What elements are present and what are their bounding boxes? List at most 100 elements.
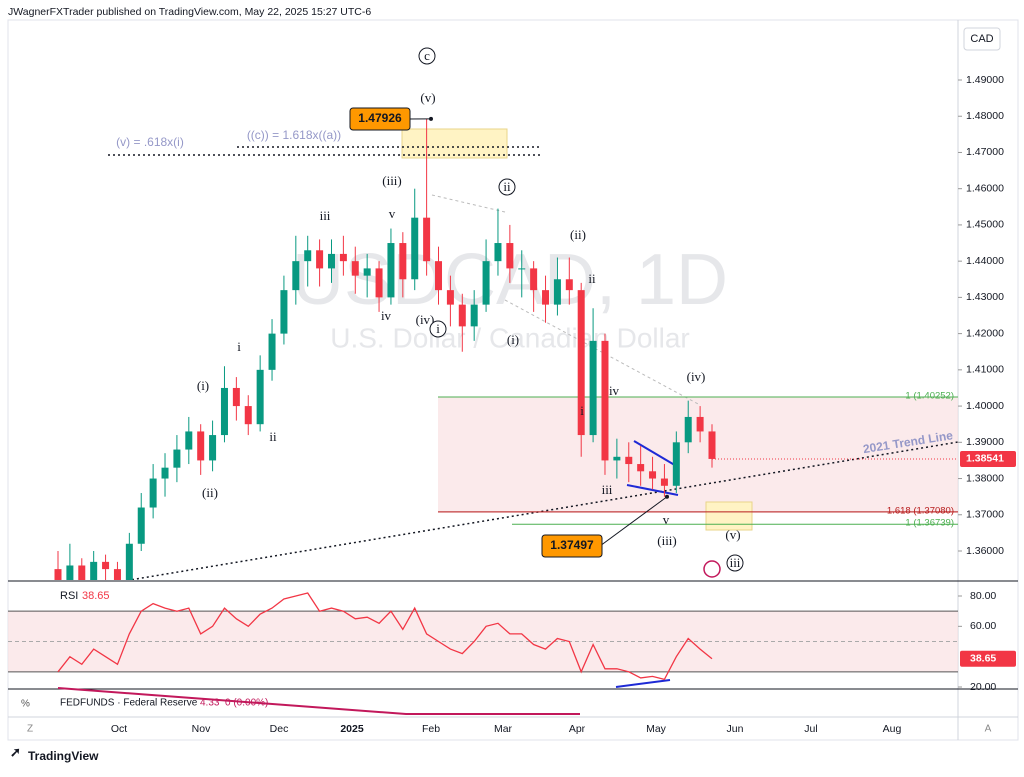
fedfunds-value: 4.33 bbox=[200, 698, 220, 709]
projection-label: (v) = .618x(i) bbox=[116, 135, 184, 149]
price-tick-label: 1.39000 bbox=[966, 436, 1004, 448]
price-tick-label: 1.37000 bbox=[966, 509, 1004, 521]
candle-body bbox=[66, 565, 73, 579]
wave-label: (ii) bbox=[570, 227, 586, 242]
candle-body bbox=[304, 250, 311, 261]
wave-label: ii bbox=[588, 271, 596, 286]
time-label: Nov bbox=[192, 723, 211, 735]
wave-label: (ii) bbox=[202, 485, 218, 500]
candle-body bbox=[316, 250, 323, 268]
price-tick-label: 1.36000 bbox=[966, 545, 1004, 557]
candle-body bbox=[661, 479, 668, 486]
candle-body bbox=[114, 569, 121, 580]
target-zone bbox=[438, 397, 958, 513]
footer-brand: TradingView bbox=[28, 749, 99, 763]
time-label: Apr bbox=[569, 723, 586, 735]
fib-level-label: 1 (1.36739) bbox=[905, 518, 954, 529]
wave-label: iv bbox=[381, 308, 392, 323]
candle-body bbox=[566, 279, 573, 290]
candle-body bbox=[55, 569, 62, 580]
price-tick-label: 1.48000 bbox=[966, 110, 1004, 122]
price-callout-label: 1.47926 bbox=[358, 111, 402, 125]
currency: CAD bbox=[970, 33, 993, 45]
candle-body bbox=[494, 243, 501, 261]
candle-body bbox=[483, 261, 490, 304]
candle-body bbox=[411, 218, 418, 280]
fedfunds-change: 0 (0.00%) bbox=[225, 698, 268, 709]
price-tick-label: 1.43000 bbox=[966, 291, 1004, 303]
wave-label: iii bbox=[320, 208, 331, 223]
zoom-toggle[interactable]: Z bbox=[27, 724, 33, 735]
wave-label: (iv) bbox=[687, 369, 706, 384]
price-tick-label: 1.46000 bbox=[966, 182, 1004, 194]
candle-body bbox=[280, 290, 287, 333]
footer-logo: ➚ bbox=[10, 744, 21, 759]
wave-label: (i) bbox=[197, 378, 209, 393]
candle-body bbox=[292, 261, 299, 290]
time-label: Dec bbox=[270, 723, 289, 735]
publisher: JWagnerFXTrader published on TradingView… bbox=[8, 6, 371, 18]
candle-body bbox=[613, 457, 620, 461]
callout-point bbox=[429, 117, 433, 121]
wave-label: v bbox=[389, 206, 396, 221]
auto-toggle[interactable]: A bbox=[985, 724, 992, 735]
candle-body bbox=[162, 468, 169, 479]
time-label: Mar bbox=[494, 723, 513, 735]
last-price-label: 1.38541 bbox=[966, 453, 1004, 465]
candle-body bbox=[138, 508, 145, 544]
rsi-tick-label: 60.00 bbox=[970, 620, 996, 632]
candle-body bbox=[269, 334, 276, 370]
wave-label: iii bbox=[730, 555, 741, 570]
price-tick-label: 1.49000 bbox=[966, 74, 1004, 86]
wave-label: (iii) bbox=[657, 533, 677, 548]
candle-body bbox=[673, 442, 680, 485]
time-label: May bbox=[646, 723, 667, 735]
candle-body bbox=[399, 243, 406, 279]
wave-label: (v) bbox=[420, 90, 435, 105]
candle-body bbox=[554, 279, 561, 304]
wave-label: i bbox=[580, 403, 584, 418]
price-tick-label: 1.38000 bbox=[966, 472, 1004, 484]
wave-label: i bbox=[237, 339, 241, 354]
time-label: Jun bbox=[727, 723, 744, 735]
rsi-tag-label: 38.65 bbox=[970, 652, 996, 664]
candle-body bbox=[352, 261, 359, 275]
candle-body bbox=[328, 254, 335, 268]
rsi-name: RSI bbox=[60, 590, 78, 602]
time-label: 2025 bbox=[340, 723, 364, 735]
candle-body bbox=[340, 254, 347, 261]
projection-label: ((c)) = 1.618x((a)) bbox=[247, 128, 341, 142]
candle-body bbox=[459, 305, 466, 327]
price-tick-label: 1.41000 bbox=[966, 364, 1004, 376]
candle-body bbox=[173, 450, 180, 468]
wave-label: i bbox=[436, 321, 440, 336]
time-label: Jul bbox=[804, 723, 817, 735]
rsi-tick-label: 80.00 bbox=[970, 590, 996, 602]
candle-body bbox=[471, 305, 478, 327]
wave-label: ii bbox=[269, 429, 277, 444]
rsi-tick-label: 20.00 bbox=[970, 681, 996, 693]
wave-label: ii bbox=[503, 179, 511, 194]
candle-body bbox=[590, 341, 597, 435]
candle-body bbox=[387, 243, 394, 297]
candle-body bbox=[447, 290, 454, 304]
candle-body bbox=[197, 431, 204, 460]
percent-toggle[interactable]: % bbox=[21, 699, 30, 710]
callout-point bbox=[665, 495, 669, 499]
candle-body bbox=[530, 268, 537, 290]
highlight-box bbox=[402, 129, 507, 158]
rsi-value: 38.65 bbox=[82, 590, 110, 602]
candle-body bbox=[209, 435, 216, 460]
price-tick-label: 1.44000 bbox=[966, 255, 1004, 267]
candle-body bbox=[257, 370, 264, 424]
candle-body bbox=[709, 431, 716, 458]
time-label: Feb bbox=[422, 723, 440, 735]
candle-body bbox=[506, 243, 513, 268]
wave-label: v bbox=[663, 512, 670, 527]
candle-body bbox=[518, 268, 525, 269]
fib-level-label: 1 (1.40252) bbox=[905, 390, 954, 401]
candle-body bbox=[542, 290, 549, 304]
candle-body bbox=[637, 464, 644, 471]
wave-label: iii bbox=[602, 482, 613, 497]
candle-body bbox=[233, 388, 240, 406]
